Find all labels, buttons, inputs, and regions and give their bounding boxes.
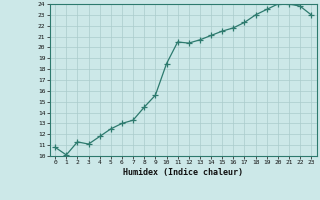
X-axis label: Humidex (Indice chaleur): Humidex (Indice chaleur) (123, 168, 243, 177)
